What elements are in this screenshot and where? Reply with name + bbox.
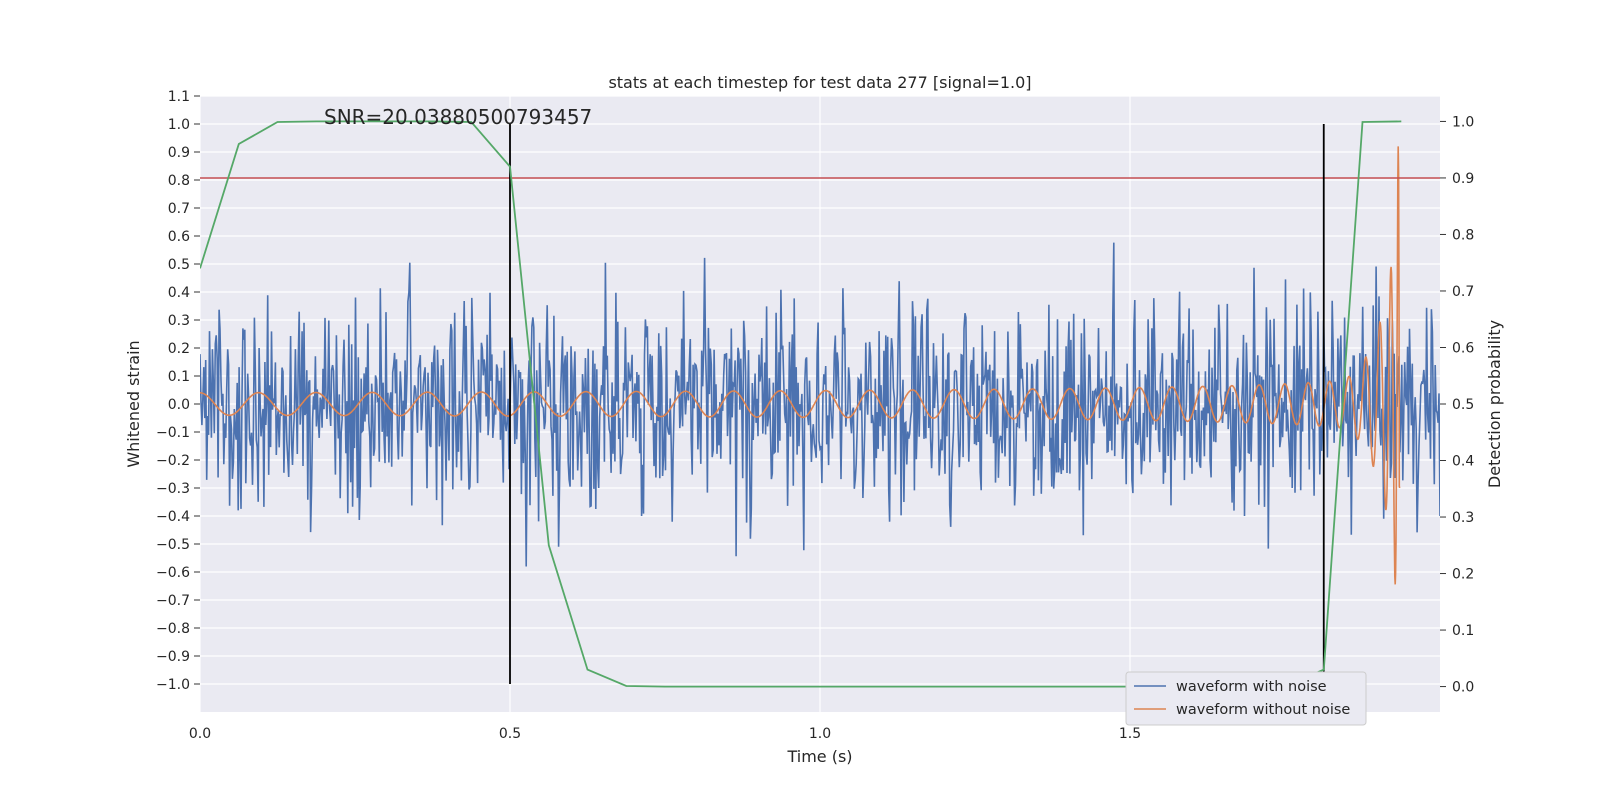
grid [199,95,1440,712]
y-tick-label: 0.3 [168,313,190,329]
y-tick-label: 0.1 [168,369,190,385]
right-axis-ticks: 0.0 0.1 0.2 0.3 0.4 0.5 0.6 0.7 0.8 0.9 1.0 [1440,114,1474,696]
y-tick-label: −0.5 [156,537,190,553]
right-tick-label: 0.8 [1452,227,1474,243]
y-tick-label: −0.9 [156,649,190,665]
y-tick-label: 0.6 [168,229,190,245]
legend-box [1125,671,1367,726]
right-tick-label: 0.4 [1452,454,1474,470]
right-tick-label: 1.0 [1452,114,1474,130]
snr-annotation: SNR=20.03880500793457 [324,105,592,129]
right-tick-label: 0.0 [1452,680,1474,696]
legend: waveform with noise waveform without noi… [1125,671,1367,726]
chart-title: stats at each timestep for test data 277… [608,73,1031,92]
x-axis-label: Time (s) [786,747,852,766]
right-tick-label: 0.1 [1452,623,1474,639]
y-tick-label: 0.5 [168,257,190,273]
y-tick-label: 1.0 [168,117,190,133]
x-tick-label: 0.0 [189,726,211,742]
y-tick-label: −0.6 [156,565,190,581]
right-tick-label: 0.5 [1452,397,1474,413]
y-tick-label: 0.8 [168,173,190,189]
y-tick-label: −0.8 [156,621,190,637]
right-tick-label: 0.9 [1452,171,1474,187]
y-tick-label: −0.2 [156,453,190,469]
legend-label-waveform-without-noise: waveform without noise [1176,702,1350,718]
y-tick-label: 0.0 [168,397,190,413]
y-tick-label: 0.4 [168,285,190,301]
right-axis-label: Detection probability [1485,320,1504,488]
y-tick-label: 0.9 [168,145,190,161]
y-tick-label: 1.1 [168,89,190,105]
series-line-waveform-without-noise [200,146,1401,585]
y-tick-label: −1.0 [156,677,190,693]
y-tick-label: −0.7 [156,593,190,609]
right-tick-label: 0.7 [1452,284,1474,300]
right-tick-label: 0.6 [1452,340,1474,356]
x-axis-ticks: 0.0 0.5 1.0 1.5 [189,726,1141,742]
right-tick-label: 0.2 [1452,567,1474,583]
legend-label-waveform-with-noise: waveform with noise [1176,679,1327,695]
y-tick-label: 0.2 [168,341,190,357]
vertical-markers [509,124,1325,684]
y-axis-ticks: −1.0 −0.9 −0.8 −0.7 −0.6 −0.5 −0.4 −0.3 −0.2 −0.1… [156,89,200,693]
y-tick-label: 0.7 [168,201,190,217]
y-tick-label: −0.1 [156,425,190,441]
x-tick-label: 0.5 [499,726,521,742]
right-tick-label: 0.3 [1452,510,1474,526]
y-tick-label: −0.3 [156,481,190,497]
y-axis-label: Whitened strain [124,340,143,467]
y-tick-label: −0.4 [156,509,190,525]
x-tick-label: 1.5 [1119,726,1141,742]
x-tick-label: 1.0 [809,726,831,742]
series-line-waveform-with-noise [200,242,1440,567]
